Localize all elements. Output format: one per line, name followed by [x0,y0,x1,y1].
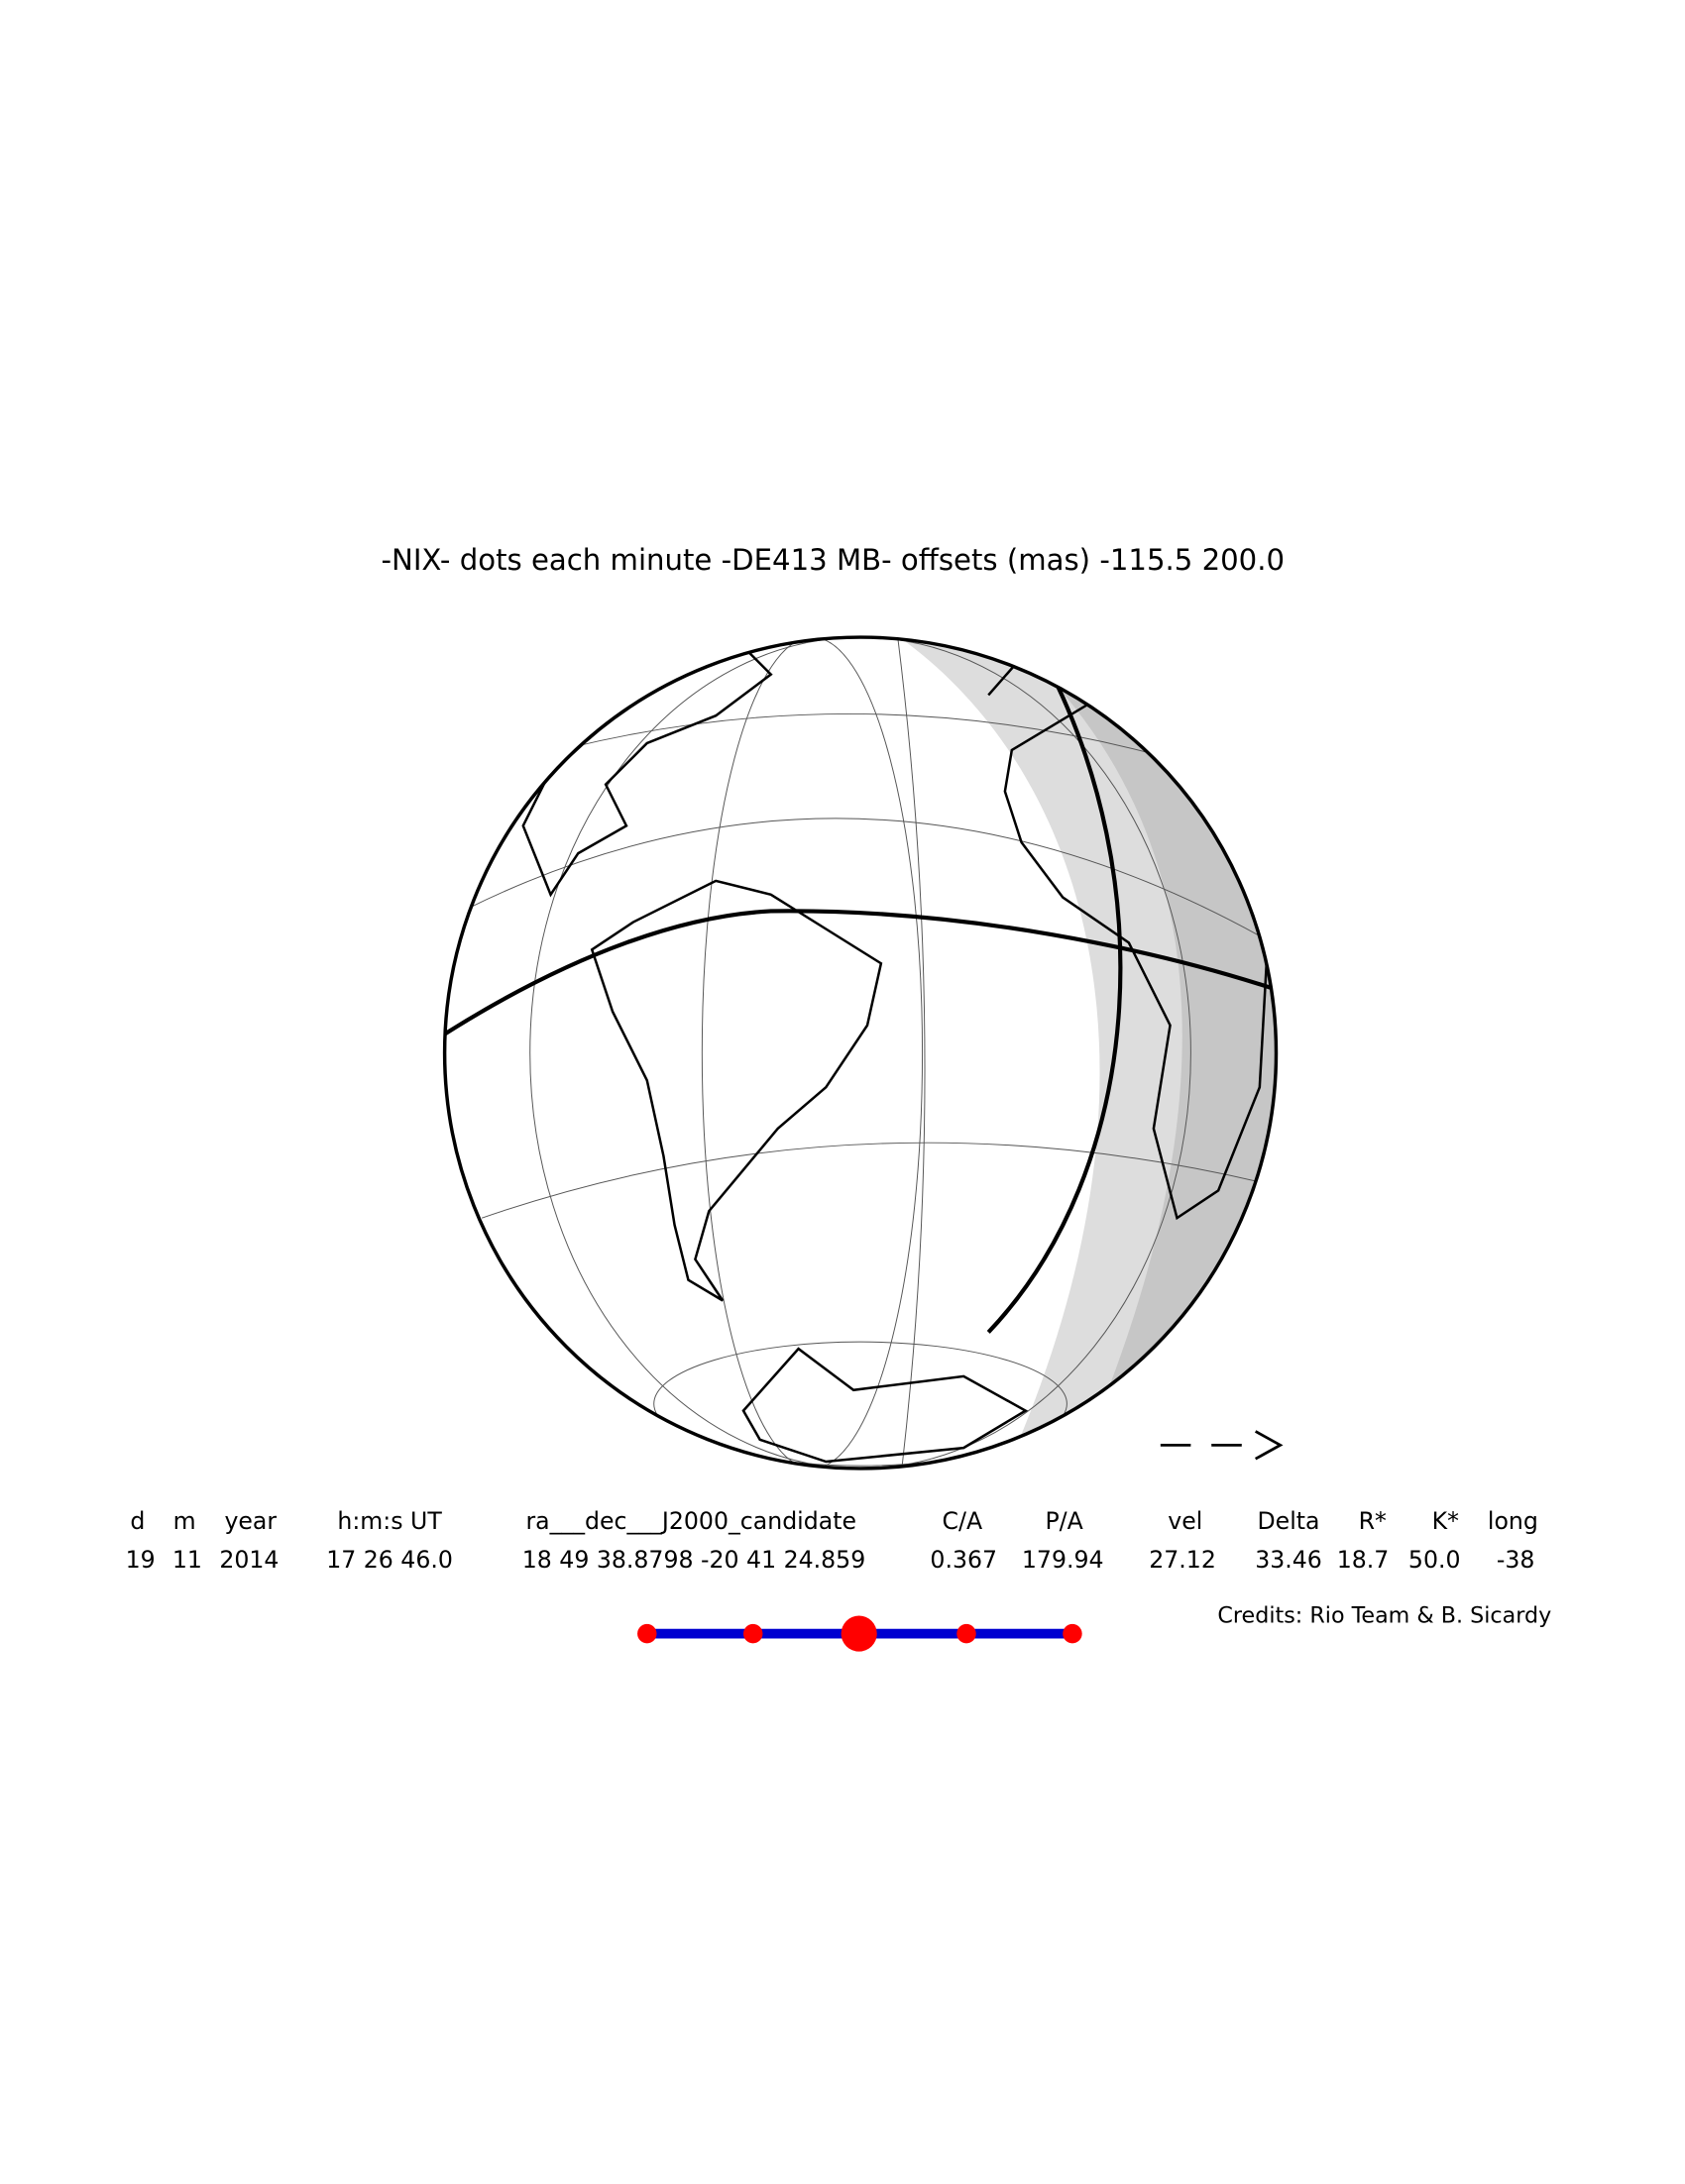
table-row: 19 11 2014 17 26 46.0 18 49 38.8798 -20 41 2… [126,1546,1535,1574]
column-header: K* [1432,1507,1459,1535]
cell-value: -38 [1497,1546,1535,1574]
cell-value: 2014 [219,1546,279,1574]
cell-value: 17 26 46.0 [326,1546,453,1574]
column-header: R* [1359,1507,1387,1535]
column-header: vel [1168,1507,1202,1535]
title: -NIX- dots each minute -DE413 MB- offset… [381,543,1285,577]
column-header: Delta [1258,1507,1320,1535]
shadow-path [986,654,1123,1334]
column-header: C/A [943,1507,983,1535]
cell-value: 33.46 [1255,1546,1322,1574]
cell-value: 11 [172,1546,202,1574]
cell-value: 18.7 [1337,1546,1390,1574]
credits: Credits: Rio Team & B. Sicardy [1217,1603,1551,1629]
cell-value: 19 [126,1546,156,1574]
cell-value: 27.12 [1149,1546,1216,1574]
cell-value: 0.367 [930,1546,997,1574]
column-header: long [1488,1507,1538,1535]
column-header: h:m:s UT [337,1507,442,1535]
chord-bar [637,1615,1082,1652]
column-header: P/A [1045,1507,1082,1535]
globe [444,637,1277,1469]
column-header: ra___dec___J2000_candidate [525,1507,856,1535]
table-header: d m year h:m:s UT ra___dec___J2000_candidate… [130,1507,1537,1535]
column-header: m [173,1507,196,1535]
shadow-path [444,909,1277,1037]
column-header: d [130,1507,145,1535]
globe-outline [442,635,1279,1471]
cell-value: 50.0 [1408,1546,1461,1574]
column-header: year [224,1507,277,1535]
graticule [468,637,1267,1469]
cell-value: 18 49 38.8798 -20 41 24.859 [522,1546,865,1574]
cell-value: 179.94 [1022,1546,1104,1574]
direction-arrow [1160,1430,1284,1461]
